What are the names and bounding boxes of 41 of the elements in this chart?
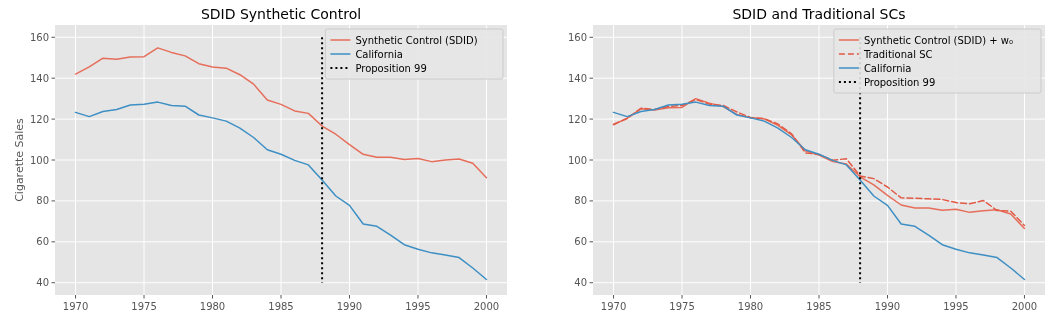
x-tick-label: 1990 [336, 301, 363, 312]
y-tick-label: 100 [29, 154, 49, 166]
x-tick-label: 1980 [737, 301, 764, 312]
legend-label: California [355, 48, 403, 60]
line-series [74, 47, 488, 179]
y-tick-label: 40 [36, 277, 49, 289]
y-tick-label: 120 [29, 113, 49, 125]
chart-title: SDID and Traditional SCs [732, 6, 906, 22]
x-tick-label: 2000 [1011, 301, 1038, 312]
ref-line-label: Proposition 99 [355, 62, 427, 74]
y-tick-label: 100 [567, 154, 587, 166]
x-tick-label: 1995 [943, 301, 969, 312]
y-tick-label: 120 [567, 113, 587, 125]
chart-title: SDID Synthetic Control [200, 6, 362, 22]
y-tick-label: 80 [36, 195, 49, 207]
y-axis-title: Cigarette Sales [13, 117, 26, 202]
x-tick-label: 1975 [669, 301, 695, 312]
y-tick-label: 60 [574, 236, 587, 248]
legend-label: Traditional SC [862, 48, 933, 60]
legend-label: Synthetic Control (SDID) + w₀ [863, 34, 1014, 46]
y-tick-label: 60 [36, 236, 49, 248]
x-tick-label: 2000 [473, 301, 500, 312]
y-tick-label: 140 [567, 72, 587, 84]
x-tick-label: 1990 [874, 301, 901, 312]
x-tick-label: 1995 [405, 301, 431, 312]
ref-line-label: Proposition 99 [863, 76, 936, 88]
x-tick-label: 1975 [131, 301, 157, 312]
x-tick-label: 1985 [268, 301, 294, 312]
y-tick-label: 160 [29, 31, 49, 43]
legend-label: California [863, 62, 912, 74]
line-series [74, 101, 488, 281]
x-tick-label: 1970 [600, 301, 627, 312]
legend-label: Synthetic Control (SDID) [355, 34, 478, 46]
y-tick-label: 140 [29, 72, 49, 84]
x-tick-label: 1985 [806, 301, 832, 312]
line-series [612, 101, 1026, 281]
y-tick-label: 40 [574, 277, 587, 289]
y-tick-label: 160 [567, 31, 587, 43]
x-tick-label: 1980 [199, 301, 226, 312]
x-tick-label: 1970 [62, 301, 89, 312]
y-tick-label: 80 [574, 195, 587, 207]
